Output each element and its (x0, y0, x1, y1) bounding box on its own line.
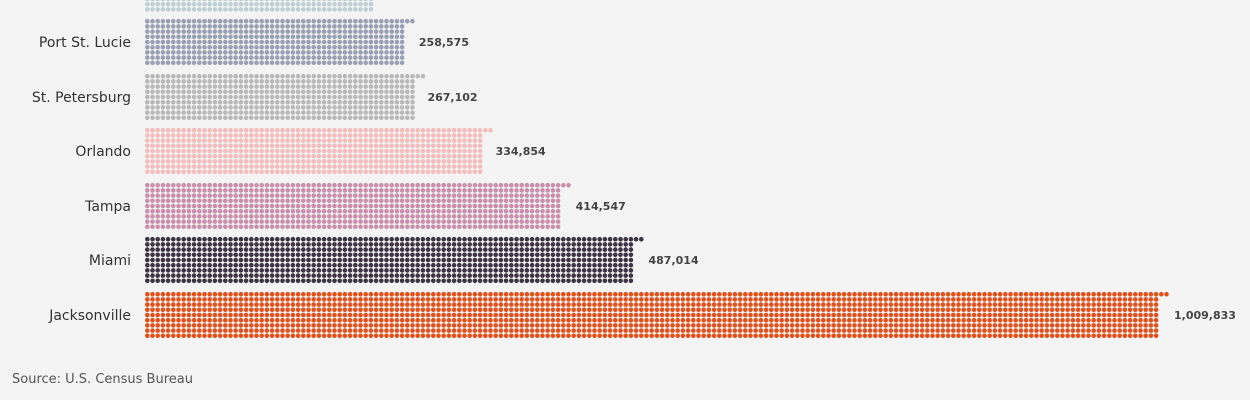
source-note: Source: U.S. Census Bureau (12, 372, 193, 387)
category-label: Orlando (75, 144, 131, 160)
value-label: 414,547 (576, 200, 626, 213)
bar-cropped-top (145, 0, 374, 12)
value-label: 267,102 (427, 91, 477, 104)
category-label: St. Petersburg (32, 90, 131, 106)
bars-layer (145, 0, 1169, 339)
category-label: Miami (89, 253, 131, 269)
bar-tampa (145, 182, 571, 230)
value-label: 1,009,833 (1174, 309, 1236, 322)
value-label: 334,854 (496, 145, 546, 158)
bar-port-st-lucie (145, 18, 415, 66)
value-label: 258,575 (419, 36, 469, 49)
value-label: 487,014 (649, 254, 699, 267)
category-label: Tampa (84, 199, 131, 215)
bar-st-petersburg (145, 73, 426, 121)
bar-orlando (145, 127, 493, 175)
bar-miami (145, 236, 644, 284)
labels-layer: Port St. Lucie 258,575 St. Petersburg 267,1… (32, 35, 1236, 324)
bar-jacksonville (145, 291, 1169, 339)
category-label: Jacksonville (48, 308, 131, 324)
category-label: Port St. Lucie (39, 35, 131, 51)
